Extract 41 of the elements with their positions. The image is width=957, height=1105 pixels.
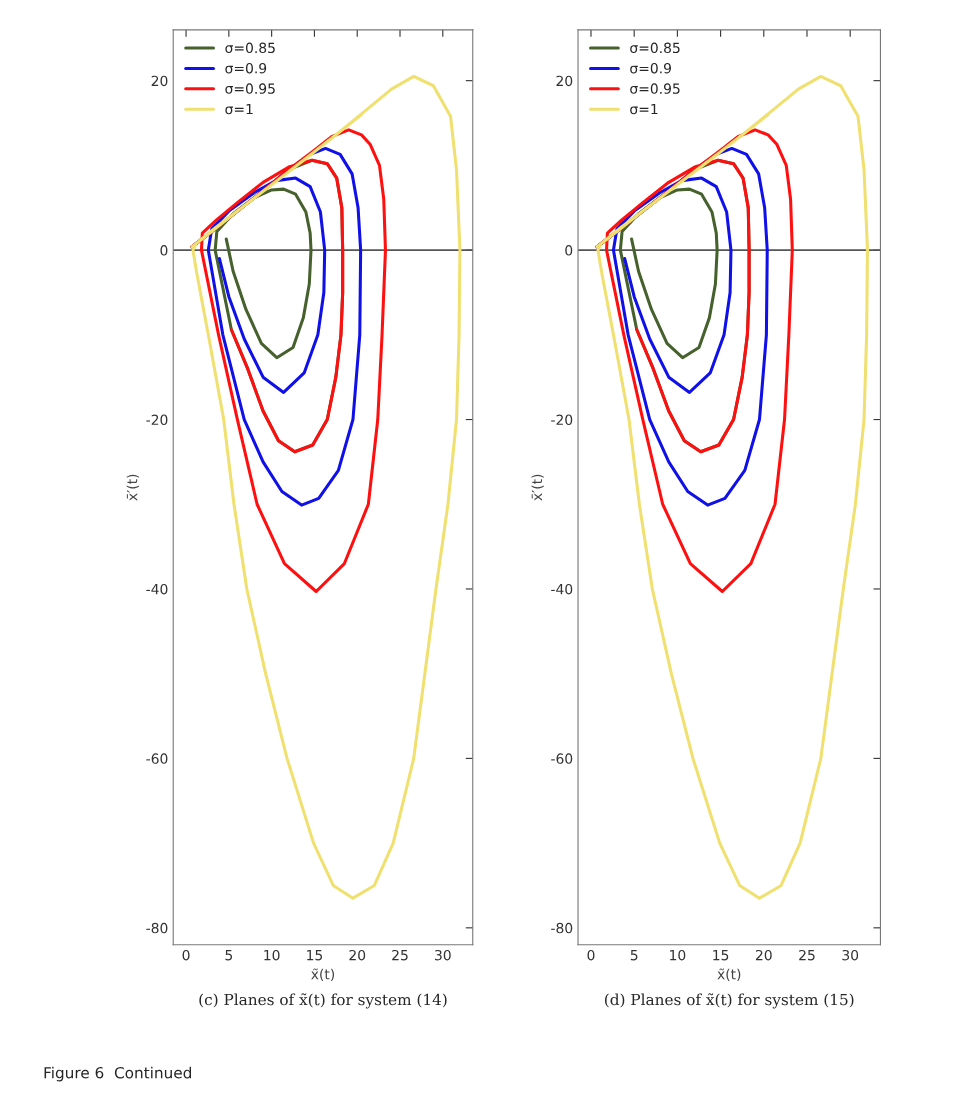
y-tick-label: 20 — [556, 75, 573, 87]
x-axis-title: x̃(t) — [311, 968, 335, 982]
legend-label: σ=0.9 — [630, 62, 671, 74]
legend-label: σ=1 — [630, 103, 658, 115]
y-tick-label: -40 — [551, 583, 573, 595]
legend-label: σ=0.95 — [630, 83, 680, 94]
legend-label: σ=0.95 — [225, 83, 275, 94]
legend-label: σ=0.85 — [630, 42, 680, 54]
caption: Figure 6 Continued — [44, 1066, 191, 1082]
y-tick-label: -20 — [551, 414, 573, 426]
y-tick-label: -20 — [146, 414, 168, 426]
y-tick-label: 0 — [160, 245, 168, 256]
x-tick-label: 5 — [630, 950, 638, 961]
x-tick-label: 15 — [307, 950, 323, 961]
x-tick-label: 25 — [799, 949, 815, 961]
x-tick-label: 10 — [670, 949, 686, 961]
x-tick-label: 10 — [264, 949, 280, 961]
x-tick-label: 20 — [349, 949, 366, 961]
x-tick-label: 30 — [435, 949, 451, 961]
text: (c) Planes of x̃(t) for system (14) — [199, 993, 447, 1009]
x-tick-label: 25 — [392, 949, 408, 961]
y-axis-title: x̄′(t) — [126, 474, 140, 501]
x-tick-label: 20 — [755, 949, 772, 961]
x-tick-label: 5 — [225, 950, 233, 961]
text: (d) Planes of x̃(t) for system (15) — [605, 993, 854, 1009]
x-tick-label: 0 — [182, 949, 190, 961]
y-axis-title: x̄′(t) — [531, 474, 544, 501]
legend-label: σ=0.9 — [225, 62, 267, 74]
x-tick-label: 30 — [842, 949, 859, 961]
x-tick-label: 15 — [713, 950, 729, 961]
y-tick-label: 20 — [151, 75, 168, 87]
y-tick-label: -60 — [146, 753, 168, 764]
y-tick-label: 0 — [565, 245, 573, 256]
y-tick-label: -80 — [551, 922, 573, 934]
y-tick-label: -40 — [146, 583, 168, 595]
y-tick-label: -80 — [146, 922, 168, 934]
legend-label: σ=0.85 — [225, 42, 275, 54]
legend-label: σ=1 — [225, 103, 253, 115]
x-axis-title: x̃(t) — [717, 968, 741, 982]
x-tick-label: 0 — [587, 949, 595, 961]
y-tick-label: -60 — [551, 753, 573, 764]
